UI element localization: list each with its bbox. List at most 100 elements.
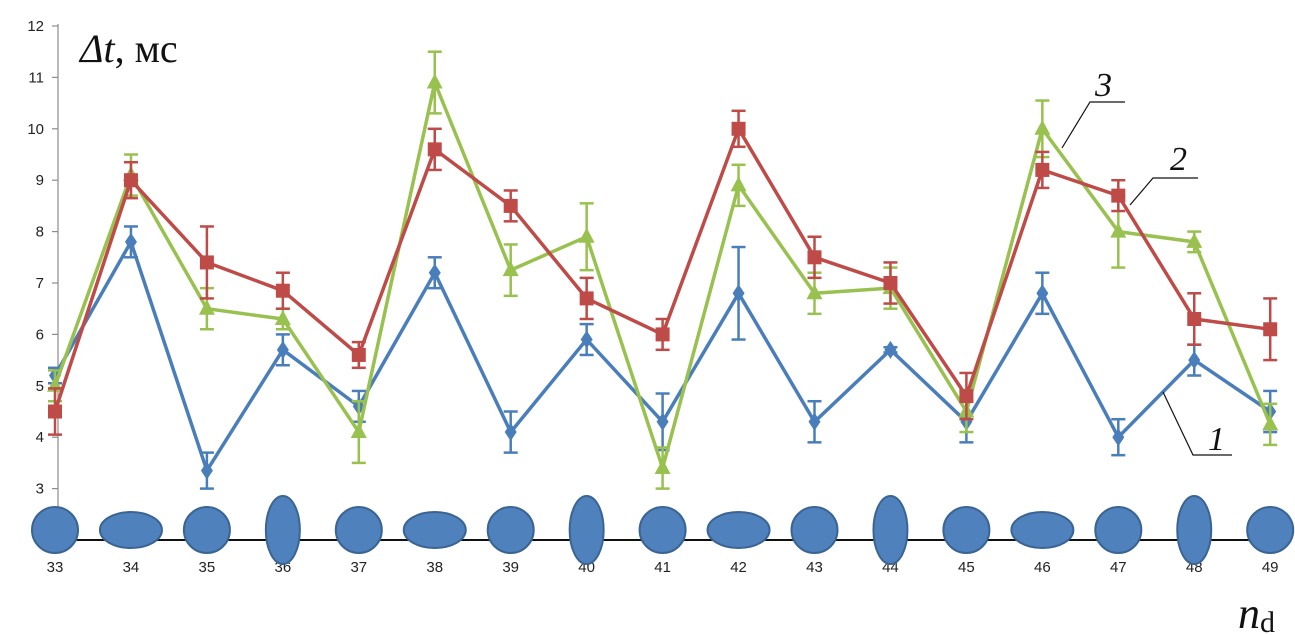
data-point-triangle [806,284,823,300]
y-tick-label: 5 [36,378,44,395]
droplet-prolate [264,495,301,565]
x-tick-label: 41 [654,559,671,576]
series-layer [47,50,1279,490]
series-1 [48,225,1278,490]
droplet-oblate [706,511,771,549]
data-point-diamond [428,263,441,282]
data-point-square [427,142,442,157]
data-point-square [1035,162,1050,177]
data-point-triangle [274,309,291,325]
y-axis-unit: , мс [115,26,178,71]
data-point-triangle [1186,232,1203,248]
x-tick-label: 37 [350,559,367,576]
droplet-sphere [942,506,991,554]
data-point-square [1111,188,1126,203]
droplet-sphere [334,506,383,554]
data-point-diamond [124,232,137,251]
data-point-triangle [1110,222,1127,238]
x-tick-labels: 33 34 35 36 37 38 39 40 41 42 43 44 45 46 47 48 49 [47,559,1279,576]
x-tick-label: 39 [502,559,519,576]
axes [52,24,59,541]
droplet-sphere [486,506,535,554]
droplet-sphere [638,506,687,554]
y-tick-label: 10 [27,121,44,138]
data-point-square [275,283,290,298]
droplet-sphere [182,506,231,554]
data-point-square [655,327,670,342]
x-axis-symbol: n [1238,589,1260,635]
y-tick-label: 6 [36,326,44,343]
droplet-prolate [1176,495,1213,565]
y-tick-label: 9 [36,172,44,189]
series-callouts: 3 2 1 [1061,67,1232,458]
series-2 [48,109,1278,436]
data-point-square [579,291,594,306]
data-point-triangle [578,227,595,243]
x-tick-label: 45 [958,559,975,576]
callout-line [1129,177,1198,206]
droplet-oblate [1010,511,1075,549]
x-tick-label: 46 [1034,559,1051,576]
x-tick-label: 49 [1262,559,1279,576]
data-point-diamond [1036,284,1049,303]
series-label-3: 3 [1094,67,1112,104]
droplet-oblate [98,511,163,549]
data-point-square [48,404,62,419]
droplet-sphere [1246,506,1295,554]
data-point-triangle [654,459,671,475]
data-point-square [123,173,138,188]
y-axis-label: Δt, мс [78,26,178,71]
x-tick-label: 43 [806,559,823,576]
data-point-diamond [656,412,669,431]
droplet-prolate [872,495,909,565]
data-point-triangle [198,299,215,315]
droplet-sphere [790,506,839,554]
x-tick-label: 38 [426,559,443,576]
data-point-square [1263,322,1278,337]
x-tick-label: 42 [730,559,747,576]
data-point-diamond [1112,428,1125,447]
data-point-diamond [580,330,593,349]
callout-line [1162,391,1232,456]
droplet-sphere [31,506,79,554]
callout-line [1061,101,1125,149]
y-axis-symbol: Δt [78,26,115,71]
data-point-diamond [504,423,517,442]
data-point-square [807,250,822,265]
y-tick-label: 4 [36,429,44,446]
data-point-square [883,276,898,290]
y-tick-label: 8 [36,224,44,241]
data-point-triangle [1262,415,1279,431]
y-tick-label: 12 [27,18,44,35]
data-point-square [199,255,214,270]
data-point-square [503,198,518,213]
series-label-2: 2 [1170,141,1187,178]
data-point-diamond [808,412,821,431]
droplet-sphere [1094,506,1143,554]
data-point-triangle [350,423,367,439]
data-point-triangle [1034,119,1051,135]
y-tick-label: 11 [28,69,44,86]
x-axis-subscript: d [1260,606,1275,635]
data-point-triangle [426,73,443,89]
y-tick-labels: 23456789101112 [27,18,44,549]
x-tick-label: 35 [199,559,216,576]
data-point-square [731,121,746,136]
data-point-diamond [200,461,213,480]
data-point-diamond [276,340,289,359]
y-tick-label: 7 [36,275,44,292]
droplet-oblate [402,511,467,549]
x-tick-label: 47 [1110,559,1127,576]
x-tick-label: 33 [47,559,64,576]
data-point-triangle [730,176,747,192]
series-label-1: 1 [1208,421,1225,458]
data-point-square [1187,311,1202,326]
data-point-diamond [1188,351,1201,370]
y-tick-label: 3 [36,481,44,498]
x-axis-label: nd [1238,589,1275,635]
data-point-square [959,389,974,404]
data-point-diamond [884,340,897,359]
data-point-triangle [502,261,519,277]
data-point-diamond [732,284,745,303]
